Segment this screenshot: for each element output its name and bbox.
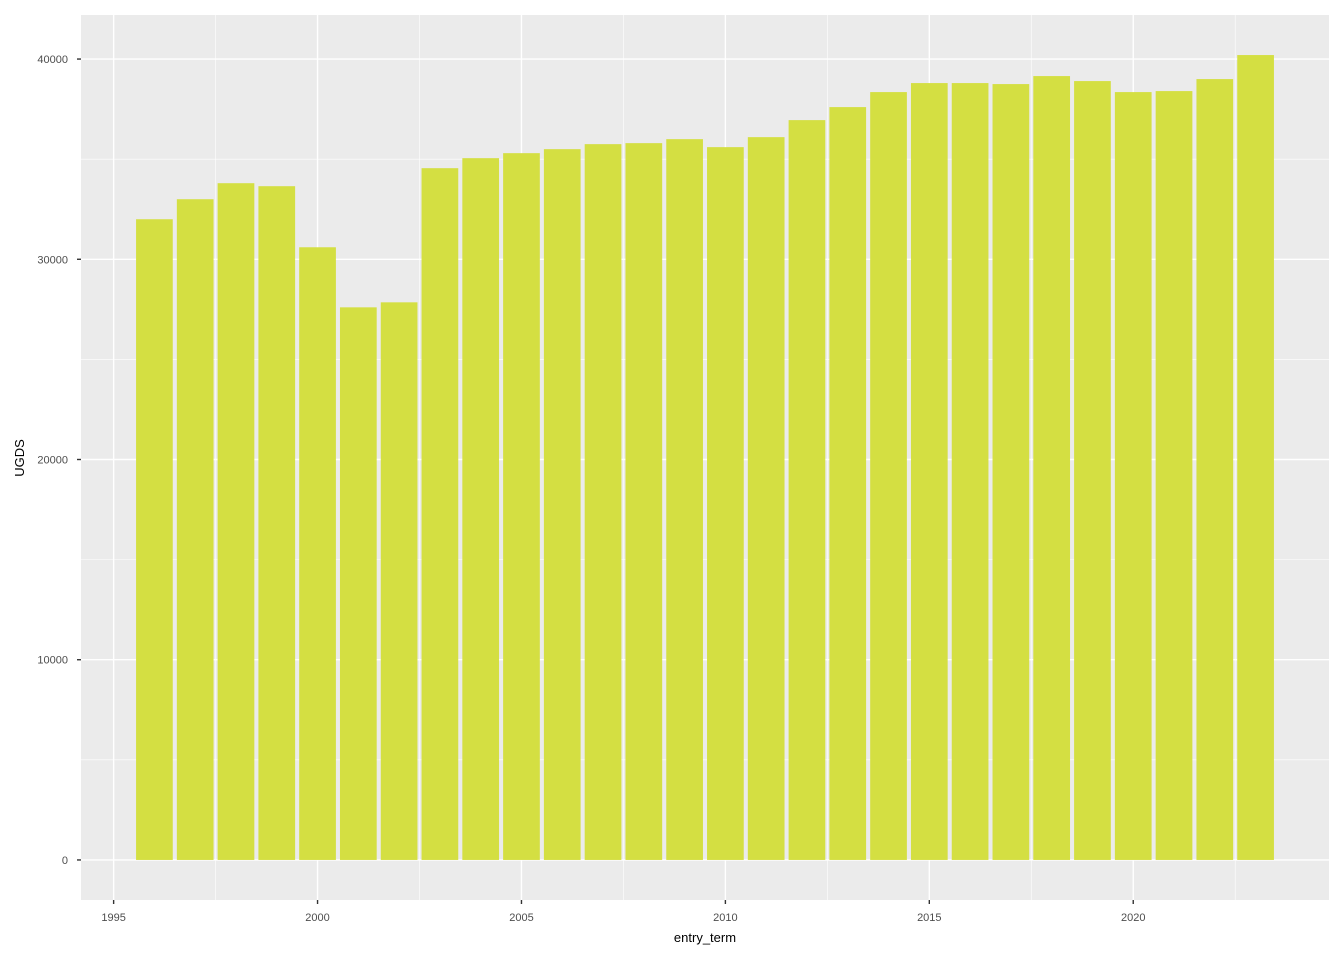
y-tick-label: 40000 bbox=[37, 54, 68, 66]
bar-2021 bbox=[1155, 91, 1193, 860]
y-tick-label: 20000 bbox=[37, 455, 68, 467]
bar-2007 bbox=[584, 144, 622, 860]
bar-2009 bbox=[666, 139, 703, 860]
bar-2019 bbox=[1074, 81, 1111, 860]
bar-2018 bbox=[1033, 76, 1071, 860]
x-tick-label: 1995 bbox=[101, 912, 125, 924]
bar-1997 bbox=[176, 199, 214, 860]
bar-2004 bbox=[462, 158, 500, 860]
bar-2010 bbox=[707, 147, 744, 860]
bar-2001 bbox=[339, 307, 377, 860]
x-tick-label: 2005 bbox=[509, 912, 533, 924]
bar-1999 bbox=[258, 186, 296, 860]
y-tick-label: 10000 bbox=[37, 655, 68, 667]
bar-2014 bbox=[870, 92, 907, 860]
bar-2008 bbox=[625, 143, 663, 860]
bar-2013 bbox=[829, 107, 867, 860]
bar-2012 bbox=[788, 120, 826, 860]
x-tick-label: 2000 bbox=[305, 912, 329, 924]
bar-2003 bbox=[421, 168, 459, 860]
bar-2011 bbox=[747, 137, 785, 860]
bar-1998 bbox=[217, 183, 255, 860]
x-tick-label: 2010 bbox=[713, 912, 737, 924]
bar-2016 bbox=[951, 83, 989, 860]
axes: 1995 2000 2005 2010 2015 2020 0 10000 20000 30000… bbox=[37, 54, 1145, 924]
y-tick-label: 30000 bbox=[37, 254, 68, 266]
x-axis-label: entry_term bbox=[674, 930, 736, 945]
y-axis-label: UGDS bbox=[12, 439, 27, 477]
bar-2020 bbox=[1114, 92, 1152, 860]
bar-2002 bbox=[380, 302, 418, 860]
x-tick-label: 2020 bbox=[1121, 912, 1145, 924]
bar-2006 bbox=[543, 149, 581, 860]
bar-2022 bbox=[1196, 79, 1234, 860]
bar-2023 bbox=[1237, 55, 1274, 860]
bar-2017 bbox=[992, 84, 1030, 860]
bar-2005 bbox=[503, 153, 540, 860]
bar-1996 bbox=[136, 219, 173, 860]
x-tick-label: 2015 bbox=[917, 912, 941, 924]
bar-2000 bbox=[299, 247, 336, 860]
bars bbox=[136, 55, 1274, 860]
y-tick-label: 0 bbox=[62, 855, 68, 867]
bar-2015 bbox=[910, 83, 948, 860]
